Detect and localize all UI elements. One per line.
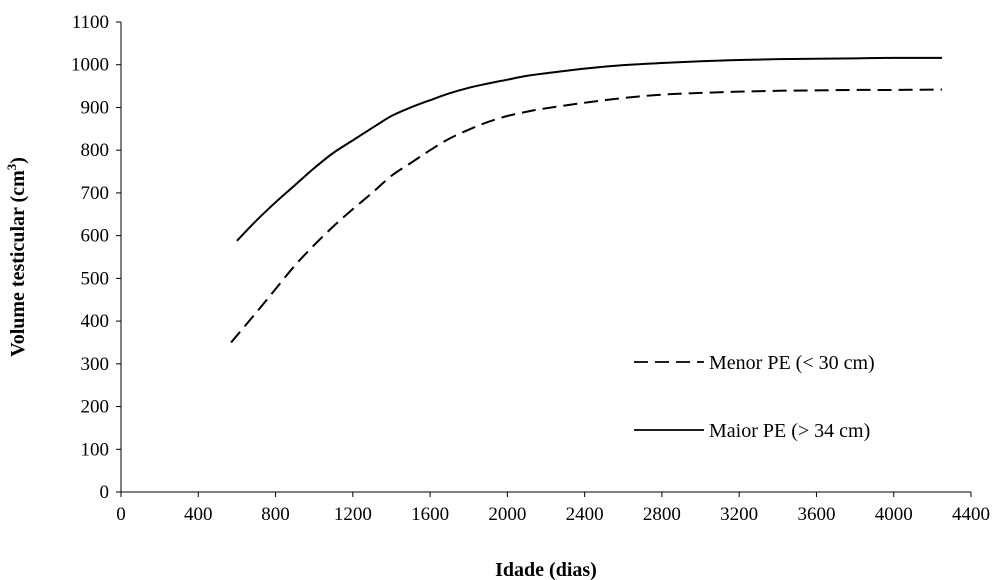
y-tick-label: 500 (81, 268, 110, 289)
x-tick-label: 400 (184, 504, 213, 525)
y-tick-label: 800 (81, 140, 110, 161)
x-tick-label: 4400 (952, 504, 990, 525)
y-tick-label: 300 (81, 354, 110, 375)
y-axis-title-close: ) (7, 157, 29, 164)
y-tick-label: 0 (100, 482, 110, 503)
y-tick-label: 200 (81, 397, 110, 418)
y-tick-label: 700 (81, 183, 110, 204)
x-axis-title: Idade (dias) (495, 559, 597, 580)
series-line-menor-pe (230, 88, 943, 344)
y-tick-label: 900 (81, 97, 110, 118)
x-tick-label: 1600 (411, 504, 449, 525)
y-tick-label: 600 (81, 226, 110, 247)
x-tick-label: 0 (116, 504, 126, 525)
y-axis-title-main: Volume testicular (cm (7, 170, 29, 357)
x-tick-label: 1200 (334, 504, 372, 525)
x-tick-label: 2000 (488, 504, 526, 525)
x-tick-label: 2400 (566, 504, 604, 525)
series-line-maior-pe (236, 56, 943, 242)
y-tick-label: 1100 (72, 12, 109, 33)
x-tick-label: 2800 (643, 504, 681, 525)
axes (120, 22, 971, 493)
y-tick-label: 1000 (71, 55, 109, 76)
legend-label-maior-pe: Maior PE (> 34 cm) (709, 420, 870, 442)
y-axis-title-superscript: 3 (4, 163, 19, 170)
x-tick-label: 800 (261, 504, 290, 525)
legend: Menor PE (< 30 cm) Maior PE (> 34 cm) (634, 352, 875, 442)
legend-label-menor-pe: Menor PE (< 30 cm) (709, 352, 875, 374)
y-tick-label: 400 (81, 311, 110, 332)
y-tick-label: 100 (81, 439, 110, 460)
x-ticks: 0 400 800 1200 1600 2000 2400 2800 3200 3600 4000 4… (116, 492, 990, 525)
y-axis-title: Volume testicular (cm3) (4, 157, 29, 357)
series-group (230, 56, 943, 344)
x-tick-label: 3600 (797, 504, 835, 525)
x-tick-label: 3200 (720, 504, 758, 525)
y-ticks: 0 100 200 300 400 500 600 700 800 900 1000 1100 (71, 12, 121, 503)
x-tick-label: 4000 (875, 504, 913, 525)
